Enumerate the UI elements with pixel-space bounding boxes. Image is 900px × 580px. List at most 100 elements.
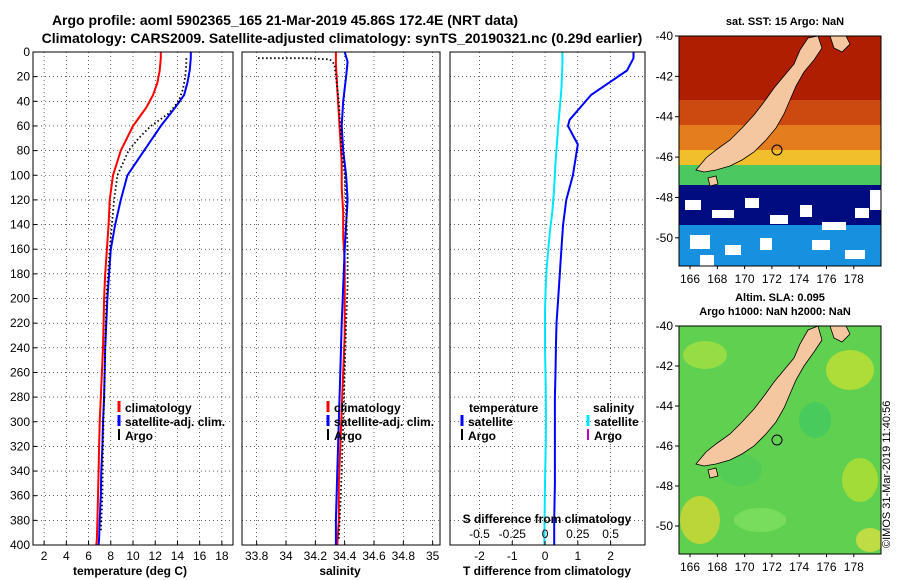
y-tick-label: 60 — [17, 119, 31, 133]
y-tick-label: 220 — [10, 316, 30, 330]
legend-label-satellite: satellite-adj. clim. — [125, 415, 225, 429]
lat-tick-label: -50 — [656, 231, 674, 245]
s-diff-tick-label: 0 — [542, 527, 549, 541]
figure-title-line1: Argo profile: aoml 5902365_165 21-Mar-20… — [52, 12, 518, 28]
s-diff-tick-label: 0.5 — [602, 527, 619, 541]
temperature-panel: 0 20 40 60 80 100 120 140 160 180 200 220 240 260 280 3… — [10, 45, 234, 578]
salinity-plot-frame — [241, 51, 441, 546]
lon-tick-label: 170 — [735, 272, 755, 286]
legend-label-t-satellite: satellite — [468, 415, 513, 429]
lon-tick-label: 166 — [680, 560, 700, 574]
difference-panel: -2 -1 0 1 2 -0.5 -0.25 0 0.25 0.5 S difference f… — [449, 51, 646, 578]
y-tick-label: 320 — [10, 439, 30, 453]
new-zealand-north-island — [829, 326, 851, 343]
lat-tick-label: -48 — [656, 479, 674, 493]
s-diff-tick-label: 0.25 — [566, 527, 590, 541]
lat-tick-label: -40 — [656, 319, 674, 333]
s-diff-tick-label: -0.25 — [499, 527, 527, 541]
x-tick-label: -2 — [474, 549, 485, 563]
lon-tick-label: 172 — [762, 560, 782, 574]
x-tick-label: 6 — [85, 549, 92, 563]
lon-tick-label: 174 — [789, 560, 809, 574]
y-tick-label: 20 — [17, 70, 31, 84]
sst-map-title: sat. SST: 15 Argo: NaN — [726, 16, 844, 28]
sla-anomaly-patches — [680, 341, 881, 552]
x-tick-label: 14 — [171, 549, 185, 563]
y-tick-label: 120 — [10, 193, 30, 207]
temperature-x-label: temperature (deg C) — [73, 564, 187, 578]
x-tick-label: 34.8 — [392, 549, 416, 563]
y-tick-label: 80 — [17, 144, 31, 158]
stewart-island — [707, 467, 719, 479]
salinity-panel: 33.8 34 34.2 34.4 34.6 34.8 35 salinity climat… — [241, 51, 441, 578]
y-tick-label: 40 — [17, 94, 31, 108]
y-tick-label: 200 — [10, 292, 30, 306]
sst-map-frame — [678, 35, 882, 267]
difference-plot-frame — [449, 51, 646, 546]
sla-map-title-line2: Argo h1000: NaN h2000: NaN — [699, 306, 851, 318]
y-tick-label: 180 — [10, 267, 30, 281]
sst-cloud-gaps — [685, 190, 881, 266]
legend-label-t-argo: Argo — [468, 429, 496, 443]
new-zealand-south-island — [695, 36, 823, 173]
legend-label-climatology: climatology — [125, 401, 192, 415]
new-zealand-south-island — [695, 326, 823, 467]
lon-tick-label: 178 — [844, 272, 864, 286]
y-tick-label: 380 — [10, 513, 30, 527]
x-tick-label: -1 — [507, 549, 518, 563]
temperature-legend: climatology satellite-adj. clim. Argo — [117, 401, 225, 443]
difference-series-t-satellite — [553, 52, 635, 545]
salinity-legend: climatology satellite-adj. clim. Argo — [326, 401, 434, 443]
legend-label-s-satellite: satellite — [594, 415, 639, 429]
y-tick-label: 300 — [10, 415, 30, 429]
legend-label-s-argo: Argo — [594, 429, 622, 443]
x-tick-label: 12 — [149, 549, 163, 563]
temperature-series-climatology — [95, 52, 162, 546]
legend-label-argo: Argo — [125, 429, 153, 443]
x-tick-label: 18 — [215, 549, 229, 563]
stewart-island — [707, 175, 719, 187]
temperature-series-satellite-adj-clim- — [97, 52, 192, 546]
y-tick-label: 0 — [23, 45, 30, 59]
x-tick-label: 34.4 — [333, 549, 357, 563]
x-tick-label: 4 — [63, 549, 70, 563]
lat-tick-label: -50 — [656, 519, 674, 533]
s-diff-tick-label: -0.5 — [469, 527, 490, 541]
lat-tick-label: -44 — [656, 110, 674, 124]
argo-location-marker — [771, 144, 783, 156]
legend-label-satellite: satellite-adj. clim. — [334, 415, 434, 429]
argo-location-marker — [771, 434, 783, 446]
y-tick-label: 140 — [10, 218, 30, 232]
x-tick-label: 16 — [193, 549, 207, 563]
figure-title-line2: Climatology: CARS2009. Satellite-adjuste… — [42, 30, 643, 46]
y-tick-label: 340 — [10, 464, 30, 478]
legend-heading-salinity: salinity — [593, 401, 635, 415]
lon-tick-label: 166 — [680, 272, 700, 286]
lat-tick-label: -46 — [656, 439, 674, 453]
sla-map-title-line1: Altim. SLA: 0.095 — [735, 292, 825, 304]
sla-map: Altim. SLA: 0.095 Argo h1000: NaN h2000:… — [656, 292, 882, 574]
y-tick-label: 360 — [10, 489, 30, 503]
lat-tick-label: -42 — [656, 69, 674, 83]
lon-tick-label: 168 — [707, 272, 727, 286]
new-zealand-north-island — [829, 36, 851, 53]
x-tick-label: 34 — [279, 549, 293, 563]
difference-series-s-satellite — [543, 52, 564, 545]
legend-label-climatology: climatology — [334, 401, 401, 415]
x-tick-label: 34.6 — [362, 549, 386, 563]
legend-label-argo: Argo — [334, 429, 362, 443]
x-tick-label: 10 — [126, 549, 140, 563]
imos-watermark: ©IMOS 31-Mar-2019 11:40:56 — [881, 401, 893, 548]
salinity-x-label: salinity — [319, 564, 361, 578]
y-tick-label: 260 — [10, 365, 30, 379]
difference-legend: temperature satellite Argo salinity sate… — [460, 401, 639, 443]
lon-tick-label: 178 — [844, 560, 864, 574]
y-tick-label: 280 — [10, 390, 30, 404]
x-tick-label: 2 — [41, 549, 48, 563]
salinity-series-argo — [258, 57, 349, 539]
lon-tick-label: 176 — [816, 272, 836, 286]
lat-tick-label: -46 — [656, 150, 674, 164]
y-tick-label: 400 — [10, 538, 30, 552]
lon-tick-label: 174 — [789, 272, 809, 286]
